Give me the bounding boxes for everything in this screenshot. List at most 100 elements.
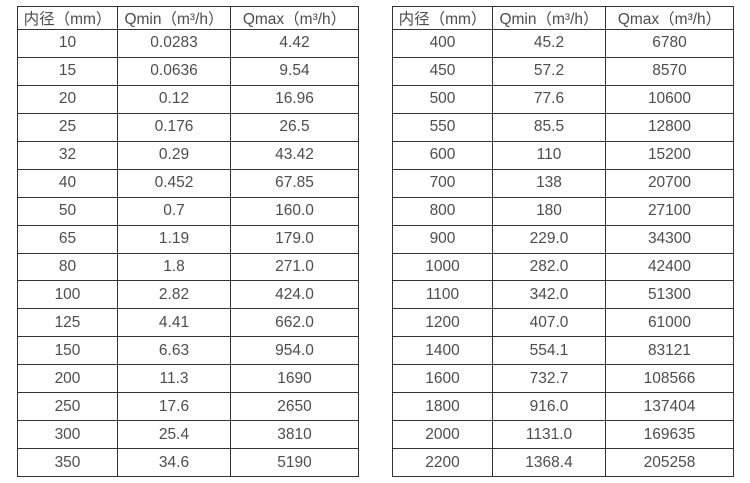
table-row: 1100 342.0 51300 xyxy=(392,280,734,310)
table-row: 100 2.82 424.0 xyxy=(17,280,359,310)
table-cell: 15200 xyxy=(605,140,734,170)
table-cell: 110 xyxy=(492,140,606,170)
table-cell: 108566 xyxy=(605,364,734,394)
table-cell: 1400 xyxy=(392,336,493,366)
column-header: Qmin（m³/h） xyxy=(117,6,231,30)
table-cell: 4.41 xyxy=(117,308,231,338)
table-cell: 3810 xyxy=(230,420,359,450)
table-cell: 0.0283 xyxy=(117,29,231,58)
table-cell: 15 xyxy=(17,56,118,86)
table-cell: 5190 xyxy=(230,448,359,477)
table-cell: 4.42 xyxy=(230,29,359,58)
table-row: 125 4.41 662.0 xyxy=(17,308,359,338)
table-cell: 32 xyxy=(17,140,118,170)
table-cell: 83121 xyxy=(605,336,734,366)
table-cell: 2000 xyxy=(392,420,493,450)
table-cell: 43.42 xyxy=(230,140,359,170)
table-row: 40 0.452 67.85 xyxy=(17,168,359,198)
table-cell: 150 xyxy=(17,336,118,366)
table-cell: 100 xyxy=(17,280,118,310)
table-cell: 342.0 xyxy=(492,280,606,310)
table-cell: 20 xyxy=(17,84,118,114)
table-cell: 80 xyxy=(17,252,118,282)
table-cell: 954.0 xyxy=(230,336,359,366)
table-cell: 1368.4 xyxy=(492,448,606,477)
table-row: 20 0.12 16.96 xyxy=(17,84,359,114)
table-row: 400 45.2 6780 xyxy=(392,29,734,58)
table-cell: 229.0 xyxy=(492,224,606,254)
table-cell: 1000 xyxy=(392,252,493,282)
table-cell: 1200 xyxy=(392,308,493,338)
table-cell: 50 xyxy=(17,196,118,226)
table-cell: 25 xyxy=(17,112,118,142)
table-row: 32 0.29 43.42 xyxy=(17,140,359,170)
table-cell: 138 xyxy=(492,168,606,198)
table-cell: 9.54 xyxy=(230,56,359,86)
column-header: Qmin（m³/h） xyxy=(492,6,606,30)
table-cell: 125 xyxy=(17,308,118,338)
table-cell: 732.7 xyxy=(492,364,606,394)
table-cell: 200 xyxy=(17,364,118,394)
table-cell: 26.5 xyxy=(230,112,359,142)
table-cell: 61000 xyxy=(605,308,734,338)
table-cell: 1600 xyxy=(392,364,493,394)
table-row: 550 85.5 12800 xyxy=(392,112,734,142)
table-cell: 137404 xyxy=(605,392,734,422)
table-row: 800 180 27100 xyxy=(392,196,734,226)
table-row: 1200 407.0 61000 xyxy=(392,308,734,338)
table-cell: 450 xyxy=(392,56,493,86)
table-row: 450 57.2 8570 xyxy=(392,56,734,86)
table-row: 1600 732.7 108566 xyxy=(392,364,734,394)
table-cell: 8570 xyxy=(605,56,734,86)
header-row: 内径（mm） Qmin（m³/h） Qmax（m³/h） xyxy=(392,6,734,30)
table-cell: 1800 xyxy=(392,392,493,422)
table-cell: 179.0 xyxy=(230,224,359,254)
table-row: 2200 1368.4 205258 xyxy=(392,448,734,477)
table-cell: 25.4 xyxy=(117,420,231,450)
table-cell: 271.0 xyxy=(230,252,359,282)
table-row: 1800 916.0 137404 xyxy=(392,392,734,422)
flow-spec-tables: 内径（mm） Qmin（m³/h） Qmax（m³/h） 10 0.0283 4.42 15… xyxy=(17,6,734,477)
table-cell: 2650 xyxy=(230,392,359,422)
table-row: 15 0.0636 9.54 xyxy=(17,56,359,86)
table-cell: 700 xyxy=(392,168,493,198)
flow-spec-table-large-diameters: 内径（mm） Qmin（m³/h） Qmax（m³/h） 400 45.2 6780 450… xyxy=(392,6,734,477)
table-row: 350 34.6 5190 xyxy=(17,448,359,477)
table-cell: 20700 xyxy=(605,168,734,198)
table-row: 600 110 15200 xyxy=(392,140,734,170)
table-cell: 900 xyxy=(392,224,493,254)
table-cell: 12800 xyxy=(605,112,734,142)
table-cell: 0.452 xyxy=(117,168,231,198)
table-cell: 77.6 xyxy=(492,84,606,114)
table-cell: 17.6 xyxy=(117,392,231,422)
table-cell: 600 xyxy=(392,140,493,170)
table-row: 65 1.19 179.0 xyxy=(17,224,359,254)
table-cell: 1.19 xyxy=(117,224,231,254)
table-cell: 550 xyxy=(392,112,493,142)
table-cell: 16.96 xyxy=(230,84,359,114)
table-cell: 6780 xyxy=(605,29,734,58)
table-cell: 916.0 xyxy=(492,392,606,422)
table-cell: 0.176 xyxy=(117,112,231,142)
table-row: 1400 554.1 83121 xyxy=(392,336,734,366)
table-row: 10 0.0283 4.42 xyxy=(17,29,359,58)
flow-spec-table-small-diameters: 内径（mm） Qmin（m³/h） Qmax（m³/h） 10 0.0283 4.42 15… xyxy=(17,6,359,477)
table-cell: 2.82 xyxy=(117,280,231,310)
table-cell: 45.2 xyxy=(492,29,606,58)
table-cell: 34.6 xyxy=(117,448,231,477)
table-cell: 10 xyxy=(17,29,118,58)
table-cell: 0.0636 xyxy=(117,56,231,86)
table-cell: 34300 xyxy=(605,224,734,254)
table-cell: 11.3 xyxy=(117,364,231,394)
table-cell: 424.0 xyxy=(230,280,359,310)
table-cell: 500 xyxy=(392,84,493,114)
table-cell: 51300 xyxy=(605,280,734,310)
table-row: 1000 282.0 42400 xyxy=(392,252,734,282)
table-row: 300 25.4 3810 xyxy=(17,420,359,450)
table-row: 80 1.8 271.0 xyxy=(17,252,359,282)
table-cell: 0.29 xyxy=(117,140,231,170)
table-row: 50 0.7 160.0 xyxy=(17,196,359,226)
table-cell: 6.63 xyxy=(117,336,231,366)
table-cell: 662.0 xyxy=(230,308,359,338)
table-cell: 400 xyxy=(392,29,493,58)
